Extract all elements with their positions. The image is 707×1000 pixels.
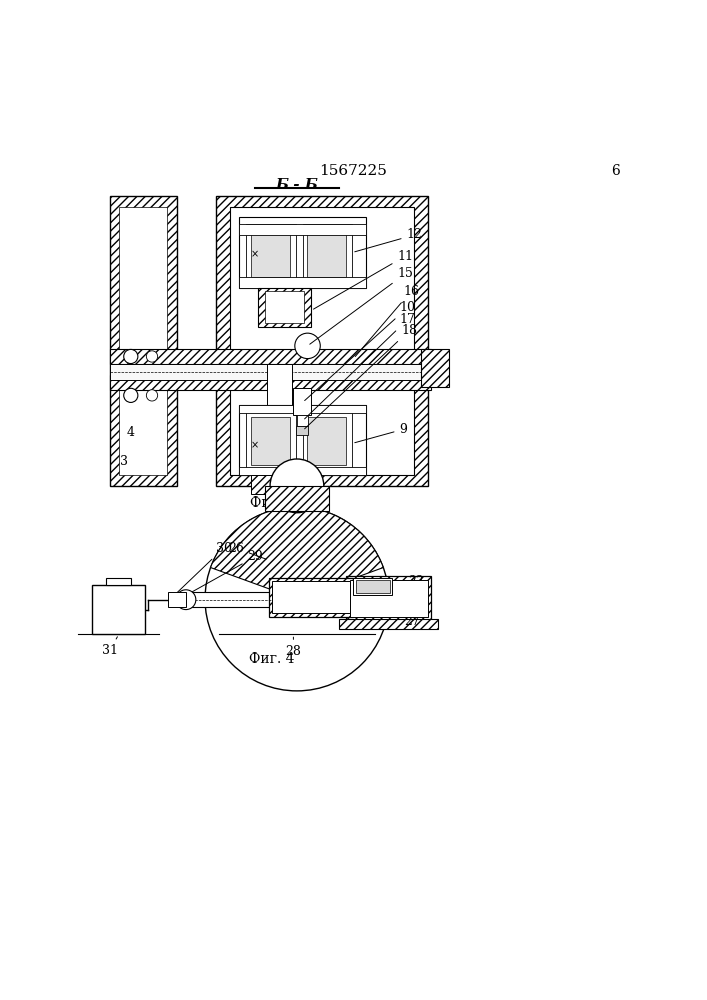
Bar	[110, 349, 431, 364]
Circle shape	[270, 459, 324, 513]
Bar	[293, 388, 311, 415]
Bar	[258, 288, 311, 327]
Text: 3: 3	[119, 455, 128, 468]
Text: 12: 12	[355, 228, 422, 252]
Bar	[168, 592, 186, 607]
Bar	[110, 375, 431, 390]
Bar	[307, 229, 346, 277]
Bar	[251, 229, 290, 277]
Bar	[110, 364, 431, 380]
Text: ×: ×	[250, 441, 259, 451]
Bar	[239, 405, 366, 413]
Bar	[307, 417, 346, 465]
Text: 18: 18	[305, 324, 418, 429]
Text: 30: 30	[172, 542, 232, 598]
Bar	[230, 207, 414, 475]
Circle shape	[124, 388, 138, 402]
Bar	[339, 619, 438, 629]
Bar	[265, 291, 304, 323]
Text: 4: 4	[127, 426, 135, 439]
Text: 26: 26	[228, 542, 266, 559]
Bar	[354, 578, 392, 595]
Text: Фиг. 3: Фиг. 3	[250, 496, 295, 510]
Bar	[272, 581, 350, 613]
Circle shape	[146, 351, 158, 362]
Bar	[303, 224, 352, 281]
Bar	[110, 196, 177, 486]
Bar	[251, 475, 308, 494]
Text: 24: 24	[370, 587, 417, 608]
Text: Б - Б: Б - Б	[276, 178, 318, 192]
Bar	[119, 207, 167, 475]
Text: 15: 15	[310, 267, 413, 344]
Text: 23: 23	[378, 585, 416, 600]
Text: 16: 16	[356, 285, 419, 356]
Text: 28: 28	[286, 637, 301, 658]
Text: 9: 9	[355, 423, 407, 443]
Bar	[106, 578, 131, 585]
Text: 6: 6	[611, 164, 619, 178]
Bar	[303, 412, 352, 468]
Bar	[92, 585, 145, 634]
Circle shape	[295, 333, 320, 359]
Bar	[297, 415, 308, 426]
Circle shape	[124, 349, 138, 364]
Text: 8: 8	[271, 494, 280, 512]
Text: 11: 11	[313, 250, 414, 309]
Text: 29: 29	[192, 550, 263, 592]
Bar	[251, 417, 290, 465]
Text: 25: 25	[366, 579, 424, 619]
Bar	[239, 277, 366, 288]
Bar	[239, 405, 366, 475]
Text: ×: ×	[250, 250, 259, 260]
Wedge shape	[211, 507, 383, 599]
Bar	[267, 364, 292, 443]
Bar	[421, 349, 449, 387]
Text: 22: 22	[385, 575, 424, 617]
Bar	[354, 586, 424, 611]
Text: 31: 31	[102, 637, 117, 657]
Bar	[239, 217, 366, 288]
Bar	[296, 426, 308, 435]
Bar	[246, 224, 296, 281]
Bar	[269, 578, 354, 617]
Bar	[191, 592, 279, 607]
Bar	[239, 224, 366, 235]
Bar	[356, 580, 390, 593]
Text: Фиг. 4: Фиг. 4	[250, 652, 295, 666]
Bar	[346, 576, 431, 620]
Text: 10: 10	[305, 301, 416, 401]
Bar	[350, 580, 428, 617]
Text: 1567225: 1567225	[320, 164, 387, 178]
Circle shape	[176, 590, 196, 610]
Bar	[239, 467, 366, 475]
Circle shape	[146, 390, 158, 401]
Bar	[265, 486, 329, 511]
Bar	[246, 412, 296, 468]
Bar	[216, 196, 428, 486]
Circle shape	[205, 507, 389, 691]
Text: 17: 17	[305, 313, 415, 419]
Text: 27: 27	[363, 585, 420, 628]
